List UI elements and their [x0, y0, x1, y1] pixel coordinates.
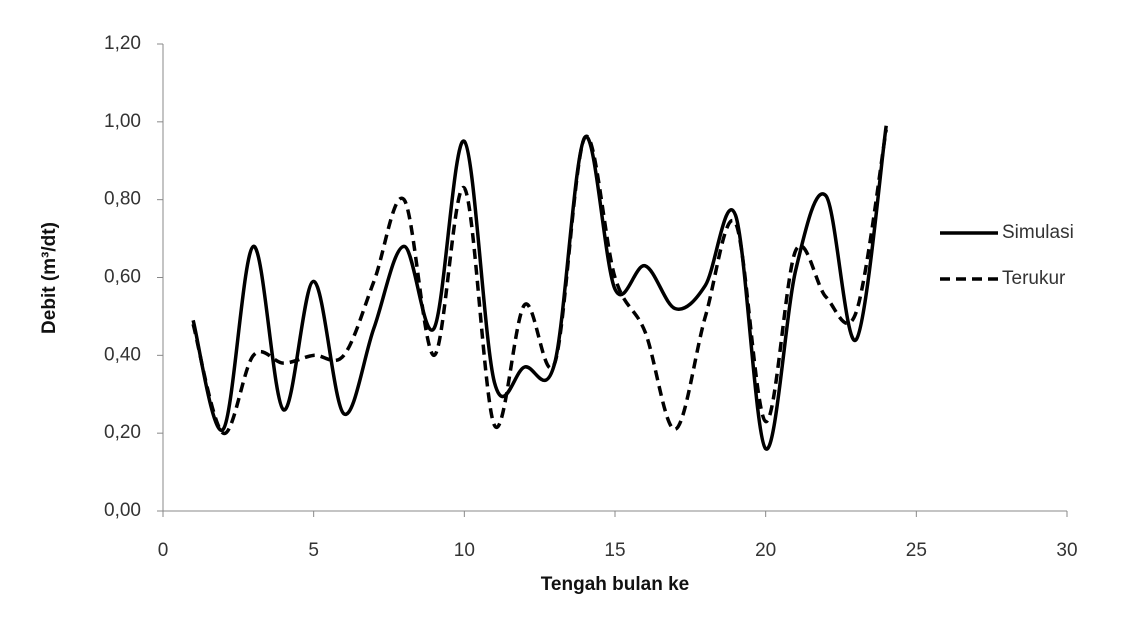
x-tick-label: 30 — [1056, 540, 1077, 561]
y-tick-label: 0,40 — [104, 344, 141, 365]
x-tick-label: 25 — [906, 540, 927, 561]
y-tick-label: 0,00 — [104, 500, 141, 521]
y-tick-label: 0,60 — [104, 267, 141, 288]
y-tick-label: 1,00 — [104, 111, 141, 132]
series-line — [191, 129, 888, 435]
y-tick-label: 0,20 — [104, 422, 141, 443]
y-axis-title: Debit (m³/dt) — [39, 222, 60, 334]
y-tick-label: 0,80 — [104, 189, 141, 210]
x-tick-label: 10 — [454, 540, 475, 561]
y-tick-label: 1,20 — [104, 33, 141, 54]
legend-label: Simulasi — [1002, 222, 1074, 243]
x-tick-label: 20 — [755, 540, 776, 561]
legend-label: Terukur — [1002, 268, 1066, 289]
series-line — [191, 125, 888, 451]
x-tick-label: 5 — [308, 540, 319, 561]
x-tick-label: 0 — [158, 540, 169, 561]
x-tick-label: 15 — [604, 540, 625, 561]
x-axis-title: Tengah bulan ke — [541, 574, 690, 595]
